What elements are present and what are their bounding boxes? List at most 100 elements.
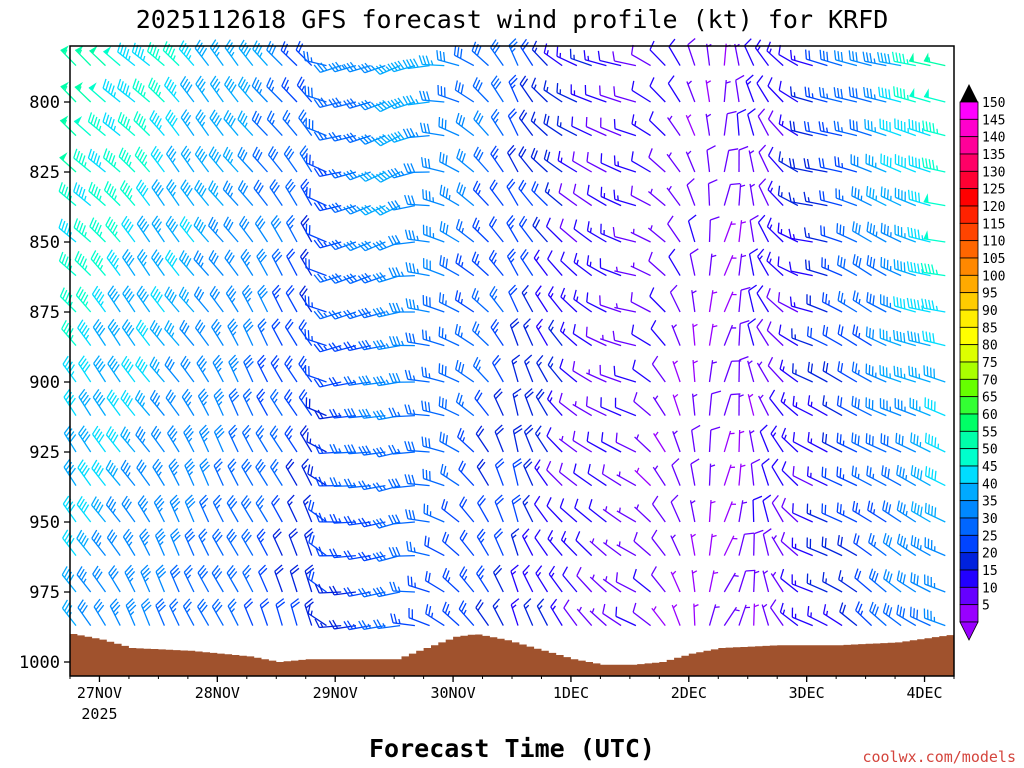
- wind-barb: [803, 121, 828, 137]
- wind-barb: [557, 150, 578, 173]
- colorbar-swatch: [959, 205, 979, 224]
- wind-barb: [632, 602, 651, 627]
- wind-barb: [848, 50, 872, 67]
- wind-barb: [838, 570, 858, 593]
- wind-barb: [616, 471, 637, 487]
- wind-barb: [882, 500, 902, 523]
- wind-barb: [766, 251, 784, 277]
- wind-barb: [90, 250, 106, 277]
- wind-barb: [781, 461, 799, 487]
- wind-barb: [908, 119, 931, 137]
- wind-barb: [556, 46, 578, 67]
- wind-barb: [630, 151, 651, 173]
- wind-barb: [687, 38, 696, 66]
- wind-barb: [228, 354, 239, 383]
- wind-barb: [285, 214, 298, 243]
- wind-barb: [91, 285, 107, 313]
- wind-barb: [304, 364, 327, 383]
- wind-barb: [88, 181, 106, 207]
- wind-barb: [818, 157, 843, 173]
- wind-barb: [343, 375, 371, 386]
- wind-barb: [761, 603, 770, 626]
- wind-barb: [602, 603, 622, 627]
- colorbar-label: 110: [982, 235, 1005, 250]
- wind-barb: [910, 465, 931, 487]
- wind-barb: [213, 424, 225, 453]
- wind-barb: [152, 458, 165, 486]
- wind-barb: [213, 458, 224, 486]
- wind-barb: [651, 529, 666, 556]
- wind-barb: [556, 82, 578, 103]
- colorbar-label: 70: [982, 373, 998, 388]
- wind-barb: [600, 223, 622, 243]
- wind-barb: [197, 564, 210, 593]
- wind-barb: [880, 153, 902, 173]
- x-tick-year: 2025: [81, 705, 117, 723]
- wind-barb: [652, 465, 666, 486]
- wind-barb: [753, 529, 764, 556]
- wind-barb: [690, 458, 700, 486]
- wind-barb: [255, 495, 269, 523]
- ground-surface: [70, 634, 954, 676]
- wind-barb: [313, 97, 342, 108]
- wind-barb: [506, 248, 519, 276]
- wind-barb: [252, 40, 268, 67]
- wind-barb: [270, 355, 283, 383]
- wind-barb: [510, 598, 520, 626]
- wind-barb: [151, 215, 165, 243]
- wind-barb: [313, 342, 342, 353]
- wind-barb: [313, 377, 342, 388]
- wind-barb: [880, 256, 902, 277]
- wind-barb: [237, 76, 254, 103]
- wind-barb: [821, 466, 843, 487]
- wind-barb: [865, 153, 887, 173]
- wind-barb: [92, 389, 107, 416]
- wind-barb: [667, 215, 681, 243]
- wind-barb: [343, 341, 371, 352]
- wind-barb: [512, 388, 522, 416]
- wind-barb: [738, 183, 746, 206]
- wind-barb: [343, 478, 371, 489]
- wind-barb: [455, 253, 475, 277]
- wind-barb: [743, 38, 755, 66]
- wind-barb: [372, 99, 401, 113]
- wind-barb: [357, 551, 386, 562]
- wind-barb: [923, 88, 946, 103]
- wind-barb: [329, 477, 356, 488]
- wind-barb: [587, 463, 607, 487]
- wind-barb: [195, 109, 210, 136]
- wind-barb: [723, 148, 739, 173]
- wind-barb: [574, 498, 593, 523]
- wind-barb: [546, 427, 563, 453]
- colorbar-swatch: [959, 465, 979, 484]
- wind-barb: [76, 496, 92, 523]
- wind-barb: [508, 74, 519, 103]
- wind-barb: [251, 77, 268, 103]
- x-tick-label: 27NOV: [77, 684, 122, 702]
- wind-barb: [168, 458, 180, 486]
- wind-barb: [422, 189, 445, 207]
- wind-barb: [756, 361, 770, 383]
- wind-barb: [106, 389, 121, 416]
- wind-barb: [779, 602, 799, 627]
- wind-barb: [473, 146, 489, 173]
- wind-barb: [135, 356, 151, 383]
- wind-barb: [195, 75, 210, 103]
- wind-barb: [436, 50, 460, 67]
- wind-barb: [151, 249, 165, 276]
- wind-barb: [313, 201, 342, 212]
- wind-barb: [924, 432, 946, 453]
- wind-barb: [650, 319, 666, 347]
- wind-barb: [788, 261, 813, 277]
- wind-barb: [454, 80, 475, 103]
- wind-barb: [806, 573, 828, 593]
- wind-barb: [387, 234, 415, 246]
- wind-barb: [406, 541, 430, 557]
- wind-barb: [571, 116, 592, 137]
- colorbar-top-arrow: [960, 84, 978, 102]
- wind-barb: [766, 217, 784, 243]
- wind-barb: [851, 465, 872, 487]
- wind-barb: [738, 429, 745, 453]
- wind-barb: [372, 134, 401, 147]
- wind-barb: [572, 361, 593, 383]
